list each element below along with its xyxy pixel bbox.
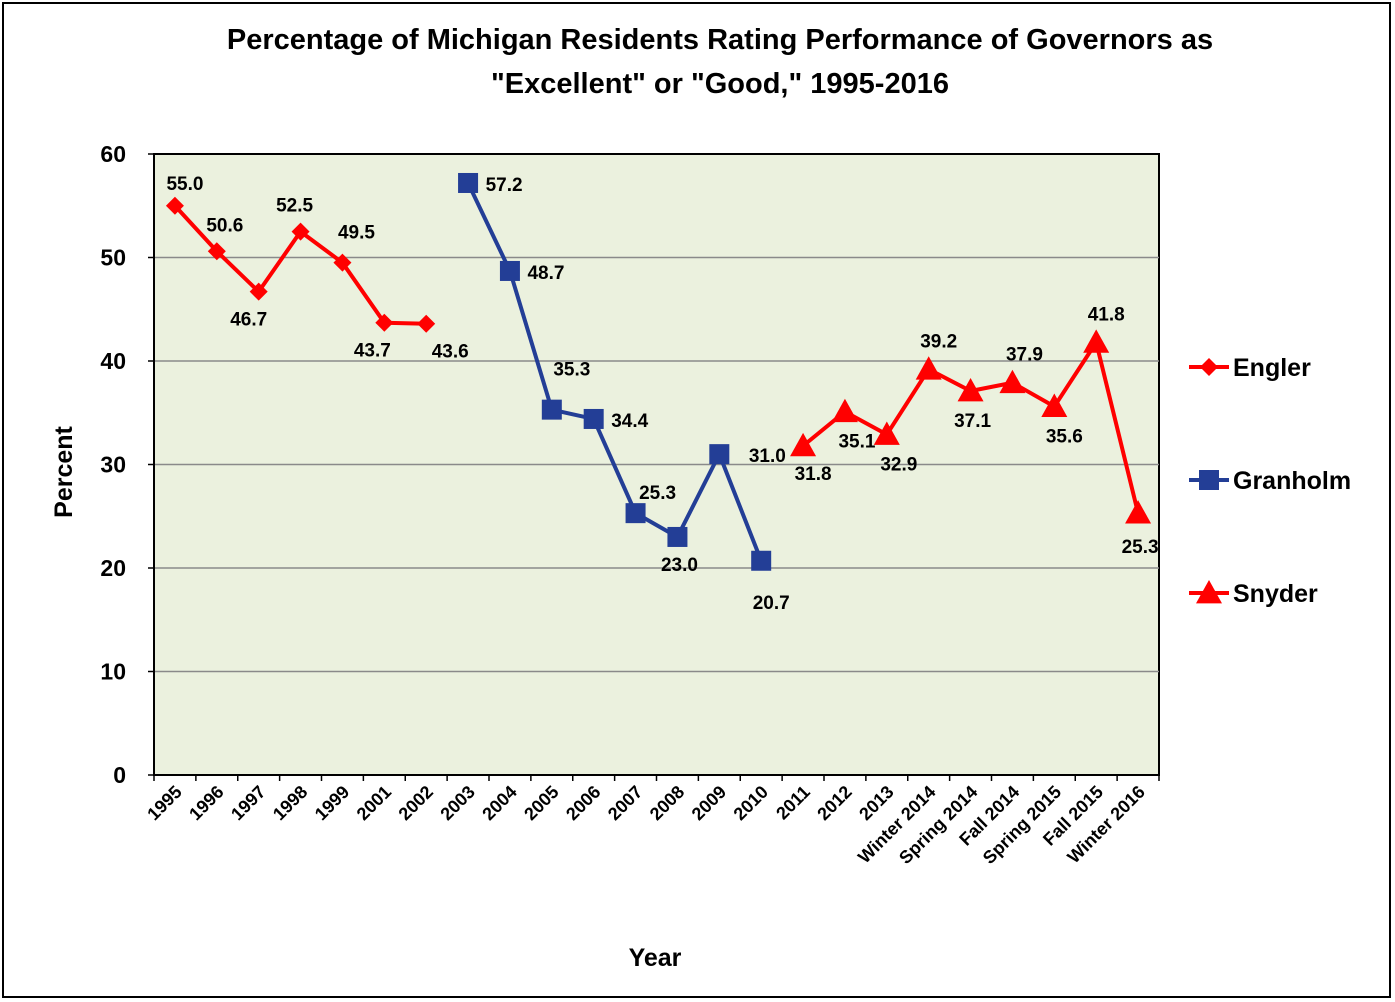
data-point-granholm bbox=[625, 503, 646, 524]
data-label: 49.5 bbox=[338, 223, 375, 244]
data-point-granholm bbox=[499, 260, 520, 281]
data-point-snyder bbox=[873, 421, 900, 445]
data-point-engler bbox=[291, 222, 310, 241]
chart-title-line-1: Percentage of Michigan Residents Rating … bbox=[227, 24, 1213, 56]
data-point-snyder bbox=[790, 432, 817, 457]
x-axis-ticks: 1995 1996 1997 1998 1999 2001 2002 2003 2004 2005… bbox=[143, 775, 1160, 868]
data-point-snyder bbox=[957, 378, 984, 402]
data-point-engler bbox=[249, 282, 268, 301]
data-label: 41.8 bbox=[1088, 304, 1125, 325]
x-tick-label: 1996 bbox=[185, 782, 227, 824]
data-label: 46.7 bbox=[230, 310, 267, 331]
data-point-snyder bbox=[999, 369, 1026, 394]
data-label: 57.2 bbox=[486, 175, 523, 196]
data-label: 39.2 bbox=[920, 331, 957, 352]
x-tick-label: 1995 bbox=[143, 782, 185, 824]
chart-title-line-2: "Excellent" or "Good," 1995-2016 bbox=[491, 68, 949, 100]
x-tick-label: 2002 bbox=[395, 782, 437, 824]
data-label: 55.0 bbox=[166, 174, 203, 195]
data-label: 52.5 bbox=[276, 196, 313, 217]
data-label: 23.0 bbox=[661, 555, 698, 576]
y-axis-ticks: 0 10 20 30 40 50 60 bbox=[100, 141, 154, 788]
legend-label-snyder: Snyder bbox=[1233, 580, 1318, 608]
y-tick-label: 50 bbox=[100, 245, 126, 271]
data-point-snyder bbox=[915, 356, 942, 380]
x-tick-label: 2005 bbox=[520, 782, 562, 824]
data-point-engler bbox=[207, 242, 226, 261]
data-point-granholm bbox=[458, 172, 479, 193]
line-chart: Percentage of Michigan Residents Rating … bbox=[50, 24, 1351, 972]
y-tick-label: 60 bbox=[100, 141, 126, 167]
data-point-engler bbox=[375, 313, 394, 332]
data-label: 48.7 bbox=[527, 263, 564, 284]
x-tick-label: 2012 bbox=[813, 782, 855, 824]
legend-marker-granholm bbox=[1199, 470, 1219, 490]
legend-marker-snyder bbox=[1196, 580, 1222, 604]
x-tick-label: 2003 bbox=[436, 782, 478, 824]
data-labels: 55.050.6 46.7 52.5 49.5 43.7 43.6 57.2 48.7 35.3… bbox=[166, 174, 1158, 614]
series-line-granholm bbox=[466, 182, 764, 562]
data-point-granholm bbox=[667, 526, 688, 547]
gridlines bbox=[154, 256, 1159, 673]
data-point-granholm bbox=[541, 399, 562, 420]
y-axis-title: Percent bbox=[50, 425, 78, 517]
legend: Engler Granholm Snyder bbox=[1189, 354, 1351, 608]
data-label: 20.7 bbox=[753, 593, 790, 614]
data-label: 50.6 bbox=[206, 215, 243, 236]
y-tick-label: 40 bbox=[100, 348, 126, 374]
x-tick-label: 2007 bbox=[604, 782, 646, 824]
data-point-granholm bbox=[709, 444, 730, 465]
data-point-snyder bbox=[1125, 500, 1152, 524]
x-tick-label: 2008 bbox=[646, 782, 688, 824]
data-label: 35.1 bbox=[838, 432, 875, 453]
data-label: 35.3 bbox=[553, 360, 590, 381]
data-label: 34.4 bbox=[611, 411, 648, 432]
data-label: 25.3 bbox=[639, 483, 676, 504]
data-point-snyder bbox=[1041, 393, 1068, 417]
data-label: 31.8 bbox=[795, 464, 832, 485]
x-tick-label: 1999 bbox=[311, 782, 353, 824]
x-tick-label: 1998 bbox=[269, 782, 311, 824]
data-point-granholm bbox=[583, 408, 604, 429]
data-label: 43.6 bbox=[432, 342, 469, 363]
y-tick-label: 0 bbox=[113, 762, 126, 788]
data-label: 43.7 bbox=[354, 341, 391, 362]
x-tick-label: 2011 bbox=[772, 782, 814, 824]
x-tick-label: 2006 bbox=[562, 782, 604, 824]
x-tick-label: 2010 bbox=[730, 782, 772, 824]
y-tick-label: 30 bbox=[100, 452, 126, 478]
series-group bbox=[165, 172, 1152, 571]
data-point-engler bbox=[165, 196, 184, 215]
legend-label-granholm: Granholm bbox=[1233, 467, 1351, 495]
data-label: 35.6 bbox=[1046, 427, 1083, 448]
x-axis-title: Year bbox=[629, 944, 682, 972]
x-tick-label: 2009 bbox=[688, 782, 730, 824]
y-tick-label: 20 bbox=[100, 555, 126, 581]
legend-marker-engler bbox=[1200, 358, 1218, 376]
x-tick-label: 2004 bbox=[478, 782, 520, 824]
data-point-engler bbox=[417, 314, 436, 333]
data-label: 31.0 bbox=[749, 446, 786, 467]
data-label: 37.9 bbox=[1006, 345, 1043, 366]
data-label: 25.3 bbox=[1122, 537, 1159, 558]
data-point-granholm bbox=[751, 550, 772, 571]
data-label: 32.9 bbox=[880, 454, 917, 475]
data-point-snyder bbox=[831, 398, 858, 423]
x-tick-label: 2001 bbox=[353, 782, 395, 824]
legend-label-engler: Engler bbox=[1233, 354, 1311, 382]
y-tick-label: 10 bbox=[100, 659, 126, 685]
x-tick-label: 1997 bbox=[227, 782, 269, 824]
data-point-snyder bbox=[1083, 329, 1110, 353]
data-label: 37.1 bbox=[954, 411, 991, 432]
